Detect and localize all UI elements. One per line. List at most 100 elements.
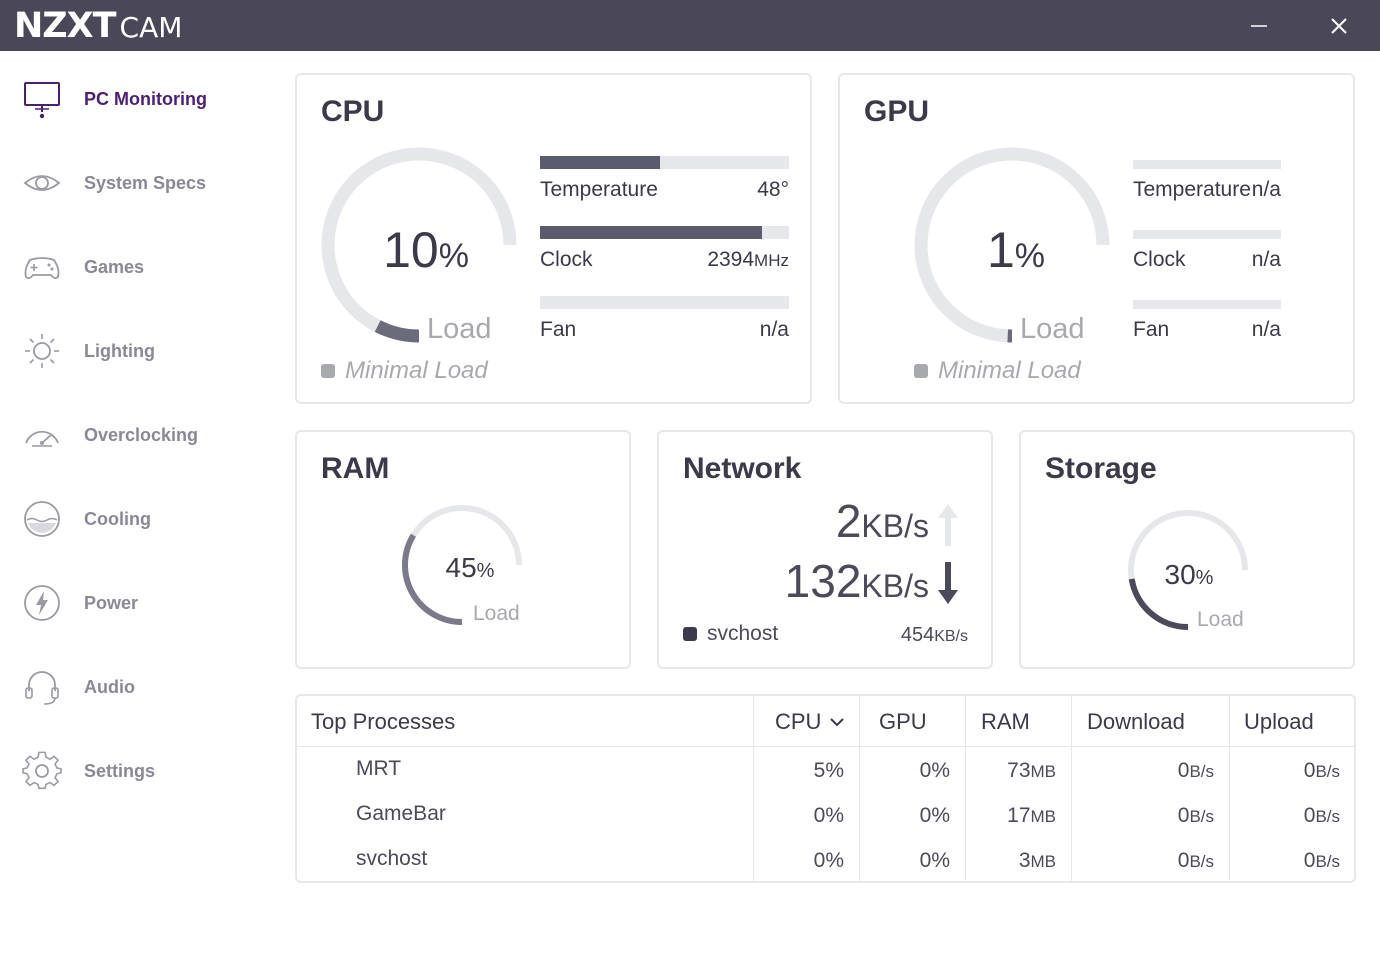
cpu-temperature-bar (540, 156, 789, 169)
column-divider (1229, 696, 1230, 882)
gamepad-icon (24, 257, 60, 280)
process-cpu: 0% (813, 804, 844, 827)
metric-label: Fan (1133, 318, 1170, 341)
sidebar-item-label: Audio (84, 676, 135, 697)
column-header-ram[interactable]: RAM (981, 709, 1030, 734)
process-ram: 17MB (1007, 804, 1056, 828)
process-gpu: 0% (919, 759, 950, 782)
sidebar-item-power[interactable]: Power (0, 561, 270, 645)
unit: B/s (1189, 852, 1214, 871)
value: 0 (1303, 759, 1316, 782)
sidebar-item-label: Overclocking (84, 424, 199, 445)
upload-number: 2 (835, 495, 862, 547)
process-name: GameBar (356, 802, 446, 825)
process-download: 0B/s (1178, 804, 1214, 828)
sidebar-item-games[interactable]: Games (0, 225, 270, 309)
cooling-icon (24, 501, 60, 537)
cpu-temperature-fill (540, 156, 660, 169)
minimize-button[interactable] (1229, 0, 1289, 51)
sidebar-item-label: Power (84, 592, 139, 613)
upload-arrow-icon (938, 504, 958, 546)
process-name: MRT (356, 757, 402, 780)
gear-icon (22, 751, 62, 790)
sidebar-item-pc-monitoring[interactable]: PC Monitoring (0, 57, 270, 141)
sidebar-item-cooling[interactable]: Cooling (0, 477, 270, 561)
metric-label: Clock (540, 248, 593, 271)
card-title: GPU (864, 95, 930, 128)
metric-number: n/a (759, 318, 789, 341)
unit: B/s (1189, 807, 1214, 826)
speedometer-icon (25, 430, 59, 447)
storage-load-label: Load (1197, 608, 1244, 631)
ram-load-value: 45% (400, 552, 540, 584)
network-card[interactable]: Network 2KB/s 132KB/s svchost 454KB/s (657, 430, 993, 669)
unit: B/s (1315, 807, 1340, 826)
storage-load-gauge (1128, 510, 1248, 630)
metric-number: 2394 (707, 248, 755, 271)
cpu-card[interactable]: CPU 10% Load Minimal Load Temperature 48… (295, 73, 812, 404)
table-row[interactable]: MRT 5% 0% 73MB 0B/s 0B/s (297, 748, 1354, 793)
metric-label: Fan (540, 318, 577, 341)
title-bar: NZXT CAM (0, 0, 1380, 51)
unit: MB (1030, 852, 1057, 871)
cpu-load-gauge (321, 147, 517, 343)
close-icon (1331, 17, 1347, 34)
metric-value: 2394MHz (707, 248, 789, 272)
sidebar-item-overclocking[interactable]: Overclocking (0, 393, 270, 477)
close-button[interactable] (1309, 0, 1369, 51)
sidebar-item-settings[interactable]: Settings (0, 729, 270, 813)
gpu-fan-bar (1133, 300, 1281, 309)
storage-card[interactable]: Storage 30% Load (1019, 430, 1355, 669)
cpu-fan-bar (540, 296, 789, 309)
process-upload: 0B/s (1304, 759, 1340, 783)
column-header-upload[interactable]: Upload (1244, 709, 1314, 734)
gpu-card[interactable]: GPU 1% Load Minimal Load Temperature n/a… (838, 73, 1355, 404)
gpu-load-number: 1 (986, 222, 1015, 278)
brand-name: NZXT (14, 6, 117, 46)
sidebar-item-label: Lighting (84, 340, 155, 361)
gpu-clock-row: Clock n/a (1133, 230, 1281, 290)
process-cpu: 0% (813, 849, 844, 872)
column-divider (859, 696, 860, 882)
value: 0 (1177, 804, 1190, 827)
sidebar-item-lighting[interactable]: Lighting (0, 309, 270, 393)
status-dot (683, 627, 697, 641)
column-header-gpu[interactable]: GPU (879, 709, 927, 734)
column-header-cpu[interactable]: CPU (775, 696, 845, 748)
storage-load-unit: % (1195, 567, 1214, 589)
ram-card[interactable]: RAM 45% Load (295, 430, 631, 669)
column-header-download[interactable]: Download (1087, 709, 1185, 734)
sidebar-item-label: Cooling (84, 508, 151, 529)
minimize-icon (1251, 24, 1267, 27)
sidebar-item-label: Settings (84, 760, 156, 781)
sidebar-item-system-specs[interactable]: System Specs (0, 141, 270, 225)
cpu-clock-fill (540, 226, 762, 239)
process-name: svchost (356, 847, 428, 870)
cpu-load-number: 10 (383, 222, 439, 278)
value: 0 (1177, 759, 1190, 782)
value: 0 (1303, 804, 1316, 827)
top-processes-table: Top Processes CPU GPU RAM Download Uploa… (295, 694, 1356, 883)
metric-label: Temperature (540, 178, 658, 201)
download-number: 132 (784, 555, 862, 607)
gpu-clock-bar (1133, 230, 1281, 239)
upload-unit: KB/s (861, 508, 929, 544)
metric-number: n/a (1251, 318, 1281, 341)
cpu-load-label: Load (427, 313, 492, 345)
product-name: CAM (119, 11, 183, 44)
process-gpu: 0% (919, 804, 950, 827)
gpu-temperature-row: Temperature n/a (1133, 160, 1281, 220)
metric-label: Temperature (1133, 178, 1251, 201)
metric-value: 48° (757, 178, 789, 202)
headset-icon (25, 671, 59, 705)
top-process-unit: KB/s (934, 628, 968, 645)
sidebar-item-audio[interactable]: Audio (0, 645, 270, 729)
table-row[interactable]: svchost 0% 0% 3MB 0B/s 0B/s (297, 838, 1354, 883)
cpu-temperature-row: Temperature 48° (540, 156, 789, 216)
cpu-load-value: 10% (319, 221, 533, 279)
table-row[interactable]: GameBar 0% 0% 17MB 0B/s 0B/s (297, 793, 1354, 838)
process-ram: 3MB (1019, 849, 1056, 873)
column-divider (753, 696, 754, 882)
download-unit: KB/s (861, 568, 929, 604)
card-title: CPU (321, 95, 385, 128)
